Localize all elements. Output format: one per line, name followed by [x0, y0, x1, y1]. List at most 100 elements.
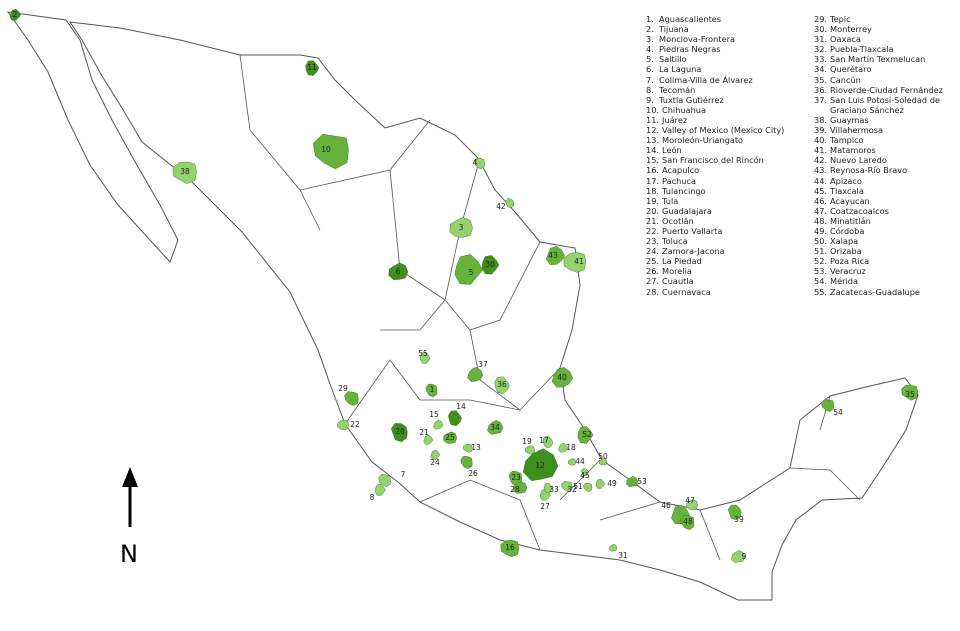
legend-label: Villahermosa [830, 125, 884, 136]
metro-area-35 [901, 384, 918, 401]
legend-label: Xalapa [830, 236, 859, 247]
metro-area-39 [727, 504, 742, 521]
metro-area-34 [487, 420, 504, 435]
metro-label-5: 5 [469, 268, 474, 277]
legend-item: 52. Poza Rica [814, 256, 958, 266]
legend-number: 38. [814, 114, 828, 125]
state-border [559, 459, 601, 501]
legend-label: Minatitlán [830, 215, 871, 226]
legend-item: 47. Coatzacoalcos [814, 206, 958, 216]
metro-area-38 [172, 161, 197, 184]
legend-label: Chihuahua [662, 104, 707, 115]
legend-number: 35. [814, 74, 828, 85]
legend-number: 30. [814, 24, 828, 35]
metro-area-11 [305, 60, 320, 76]
north-label: N [120, 540, 138, 568]
metro-area-2 [9, 8, 21, 21]
metro-label-39: 39 [734, 515, 744, 524]
metro-label-12: 12 [535, 461, 545, 470]
legend-number: 34. [814, 64, 828, 75]
legend-number: 46. [814, 195, 828, 206]
legend-number: 13. [646, 135, 660, 146]
legend-item: 14. León [646, 145, 784, 155]
legend-label: Orizaba [830, 246, 862, 257]
metro-area-53 [626, 476, 639, 487]
legend-label: La Laguna [659, 64, 702, 75]
legend-item: 3. Monclova-Frontera [646, 34, 784, 44]
state-border [380, 299, 446, 331]
metro-area-40 [551, 366, 574, 388]
metro-label-20: 20 [395, 427, 405, 436]
legend-item: 35. Cancún [814, 75, 958, 85]
metro-label-17: 17 [539, 436, 549, 445]
arrow-up-icon [122, 467, 138, 527]
legend-label: Cuautla [662, 276, 694, 287]
metro-area-20 [390, 423, 408, 443]
metro-area-6 [388, 262, 409, 280]
legend-number: 12. [646, 125, 660, 136]
legend-item: 54. Mérida [814, 276, 958, 286]
legend-number: 53. [814, 266, 828, 277]
legend-number: 26. [646, 266, 660, 277]
metro-label-27: 27 [540, 502, 550, 511]
legend-label: Zamora-Jacona [662, 246, 725, 257]
legend-item: 44. Apizaco [814, 176, 958, 186]
legend-item: 11. Juárez [646, 115, 784, 125]
legend-number: 28. [646, 286, 660, 297]
legend-item: 30. Monterrey [814, 24, 958, 34]
legend-item: 22. Puerto Vallarta [646, 226, 784, 236]
legend-number: 17. [646, 175, 660, 186]
state-border [419, 479, 541, 551]
legend-number: 32. [814, 44, 828, 55]
legend-label: Apizaco [830, 175, 862, 186]
metro-area-18 [558, 442, 569, 453]
metro-label-51: 51 [573, 482, 583, 491]
legend-label: Zacatecas-Guadalupe [830, 286, 920, 297]
metro-label-23: 23 [511, 473, 521, 482]
metro-area-33 [543, 483, 553, 494]
legend-label: San Martín Texmelucan [830, 54, 926, 65]
metro-label-54: 54 [833, 408, 843, 417]
metro-label-11: 11 [307, 63, 317, 72]
legend-label: Tula [662, 195, 679, 206]
legend-number: 4. [646, 44, 654, 55]
metro-area-16 [500, 539, 520, 558]
metro-area-30 [481, 255, 500, 275]
legend-number: 21. [646, 215, 660, 226]
metro-label-37: 37 [478, 360, 488, 369]
metro-label-16: 16 [505, 543, 515, 552]
metro-label-6: 6 [396, 267, 401, 276]
metro-label-4: 4 [473, 158, 478, 167]
metro-label-3: 3 [459, 223, 464, 232]
metro-label-14: 14 [456, 402, 466, 411]
legend-label: Acapulco [662, 165, 700, 176]
metro-area-10 [312, 133, 349, 170]
legend-number: 37. [814, 94, 828, 105]
legend-item: 9. Tuxtla Gutiérrez [646, 95, 784, 105]
legend-number: 54. [814, 276, 828, 287]
legend-item: 41. Matamoros [814, 145, 958, 155]
legend-number: 50. [814, 236, 828, 247]
legend-number: 23. [646, 236, 660, 247]
legend-number: 2. [646, 24, 654, 35]
legend-number: 51. [814, 246, 828, 257]
metro-label-35: 35 [905, 390, 915, 399]
metro-area-50 [598, 458, 608, 466]
legend-number: 41. [814, 145, 828, 156]
metro-area-29 [344, 391, 359, 406]
metro-label-26: 26 [468, 469, 478, 478]
legend-label: Poza Rica [830, 256, 870, 267]
metro-label-47: 47 [685, 496, 695, 505]
legend-item: 2. Tijuana [646, 24, 784, 34]
legend-label: Guadalajara [662, 205, 712, 216]
legend-item: 4. Piedras Negras [646, 44, 784, 54]
metro-area-21 [423, 434, 434, 445]
metro-label-9: 9 [742, 552, 747, 561]
metro-label-22: 22 [350, 420, 360, 429]
metro-label-49: 49 [607, 479, 617, 488]
legend-label: Morelia [662, 266, 692, 277]
legend-number: 15. [646, 155, 660, 166]
metro-area-54 [821, 399, 834, 412]
legend-label: Monclova-Frontera [659, 34, 735, 45]
legend-number: 8. [646, 84, 654, 95]
